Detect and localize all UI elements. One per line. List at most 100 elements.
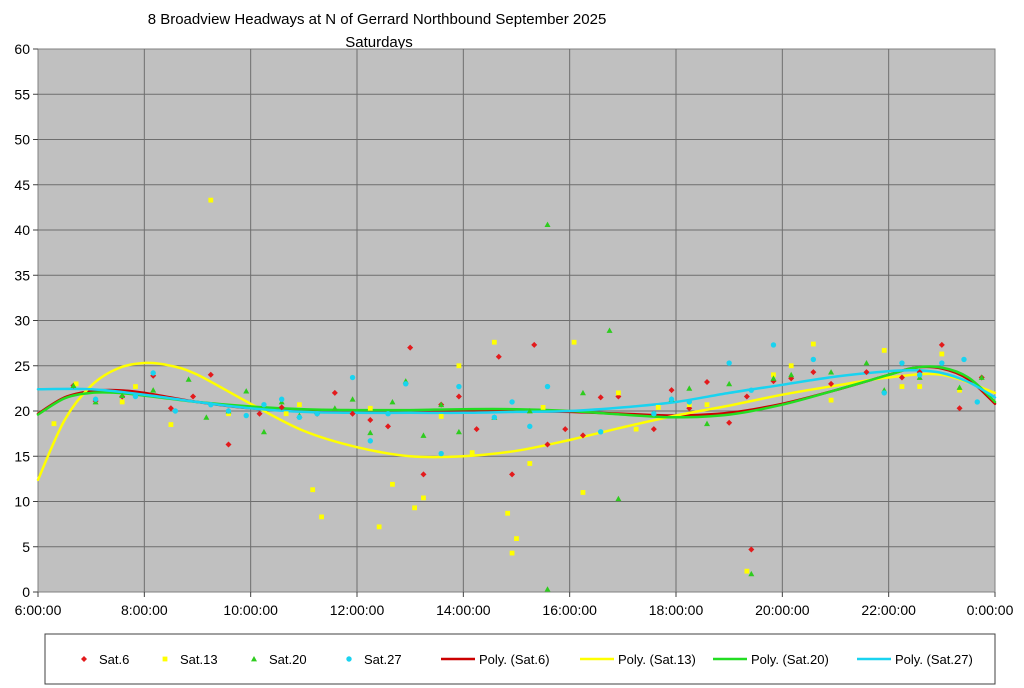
y-axis-ticks: 0 5 10 15 20 25 30 35 40 45 50 55 60 bbox=[14, 41, 38, 600]
series-0-point bbox=[207, 371, 214, 378]
series-1-point bbox=[571, 339, 577, 345]
series-2-point bbox=[420, 432, 427, 438]
series-2-point bbox=[243, 388, 250, 394]
series-0-point bbox=[828, 380, 835, 387]
series-1-point bbox=[297, 402, 302, 408]
series-2-point bbox=[726, 380, 733, 387]
series-1-point bbox=[527, 461, 533, 466]
series-1-point bbox=[810, 341, 816, 347]
series-2-point bbox=[203, 414, 210, 420]
series-0-point bbox=[650, 426, 657, 433]
series-2-point bbox=[185, 376, 192, 382]
series-3-point bbox=[974, 399, 980, 405]
series-0-point bbox=[748, 546, 755, 553]
series-1-point bbox=[390, 481, 395, 487]
series-3-point bbox=[403, 381, 409, 387]
series-1-point bbox=[514, 536, 519, 542]
series-0-point bbox=[167, 405, 174, 412]
series-2-point bbox=[615, 495, 622, 502]
series-1-point bbox=[917, 384, 923, 389]
series-3-point bbox=[686, 399, 692, 405]
legend-marker bbox=[251, 656, 257, 662]
series-2-point bbox=[331, 405, 338, 411]
series-3-point bbox=[668, 396, 675, 402]
series-0-point bbox=[810, 369, 817, 376]
series-0-point bbox=[938, 341, 945, 348]
series-3-point bbox=[770, 342, 777, 348]
series-0-point bbox=[349, 410, 356, 417]
series-1-point bbox=[376, 524, 382, 530]
series-1-point bbox=[771, 372, 776, 378]
series-3-point bbox=[367, 438, 373, 444]
series-3-point bbox=[544, 383, 551, 390]
series-2-point bbox=[150, 387, 157, 393]
series-2-point bbox=[770, 375, 777, 381]
legend-marker bbox=[346, 656, 352, 662]
y-tick-label: 10 bbox=[14, 494, 30, 510]
series-1-point bbox=[655, 404, 661, 410]
y-tick-label: 20 bbox=[14, 403, 30, 419]
series-3-point bbox=[726, 360, 732, 366]
legend-entry-7: Poly. (Sat.27) bbox=[857, 652, 973, 667]
series-1-point bbox=[310, 487, 316, 493]
series-0-point bbox=[743, 393, 750, 400]
series-1-point bbox=[119, 399, 125, 405]
series-1-point bbox=[633, 426, 639, 432]
series-3-point bbox=[939, 360, 945, 366]
series-2-point bbox=[863, 360, 870, 366]
data-points bbox=[51, 197, 985, 592]
series-1-point bbox=[51, 421, 57, 427]
legend-label: Poly. (Sat.27) bbox=[895, 652, 973, 667]
y-tick-label: 5 bbox=[22, 539, 30, 555]
series-0-point bbox=[726, 419, 733, 426]
x-tick-label: 20:00:00 bbox=[755, 602, 810, 618]
series-1-point bbox=[168, 422, 174, 427]
series-0-point bbox=[863, 369, 870, 376]
y-tick-label: 50 bbox=[14, 132, 30, 148]
series-3-point bbox=[899, 360, 905, 366]
legend-entry-6: Poly. (Sat.20) bbox=[713, 652, 829, 667]
series-0-point bbox=[898, 374, 905, 381]
x-tick-label: 16:00:00 bbox=[542, 602, 597, 618]
series-2-point bbox=[70, 382, 77, 389]
chart-subtitle: Saturdays bbox=[345, 34, 413, 51]
legend: Sat.6 Sat.13 Sat.20 Sat.27 Poly. (Sat.6) Poly… bbox=[81, 652, 973, 667]
series-1-point bbox=[283, 411, 289, 417]
series-1-point bbox=[469, 450, 475, 456]
series-1-point bbox=[133, 384, 138, 389]
series-2-point bbox=[526, 408, 533, 414]
legend-label: Sat.20 bbox=[269, 652, 307, 667]
series-2-point bbox=[544, 586, 551, 592]
series-2-point bbox=[349, 396, 356, 402]
series-3-point bbox=[597, 429, 604, 435]
series-0-point bbox=[367, 417, 374, 424]
series-3-point bbox=[150, 370, 156, 376]
series-0-point bbox=[278, 404, 285, 411]
series-1-point bbox=[580, 490, 586, 495]
series-0-point bbox=[579, 432, 586, 439]
x-tick-label: 14:00:00 bbox=[436, 602, 491, 618]
series-1-point bbox=[881, 347, 887, 353]
series-0-point bbox=[544, 441, 551, 448]
series-1-point bbox=[540, 404, 546, 410]
series-0-point bbox=[531, 341, 538, 348]
series-0-point bbox=[420, 471, 427, 478]
legend-entry-3: Sat.27 bbox=[346, 652, 402, 667]
x-axis-ticks: 6:00:00 8:00:00 10:00:00 12:00:00 14:00:00 16… bbox=[15, 592, 1014, 618]
series-3-point bbox=[456, 383, 462, 390]
series-2-point bbox=[579, 389, 586, 396]
series-0-point bbox=[331, 389, 338, 396]
series-3-point bbox=[92, 396, 99, 402]
gridlines bbox=[38, 49, 995, 592]
legend-entry-5: Poly. (Sat.13) bbox=[580, 652, 696, 667]
series-1-point bbox=[899, 384, 905, 389]
x-tick-label: 8:00:00 bbox=[121, 602, 168, 618]
series-0-point bbox=[256, 410, 263, 417]
x-tick-label: 10:00:00 bbox=[223, 602, 278, 618]
series-1-point bbox=[505, 510, 511, 516]
series-3-point bbox=[296, 414, 303, 421]
series-0-point bbox=[704, 379, 711, 386]
series-1-point bbox=[939, 351, 945, 357]
series-0-point bbox=[956, 405, 963, 412]
